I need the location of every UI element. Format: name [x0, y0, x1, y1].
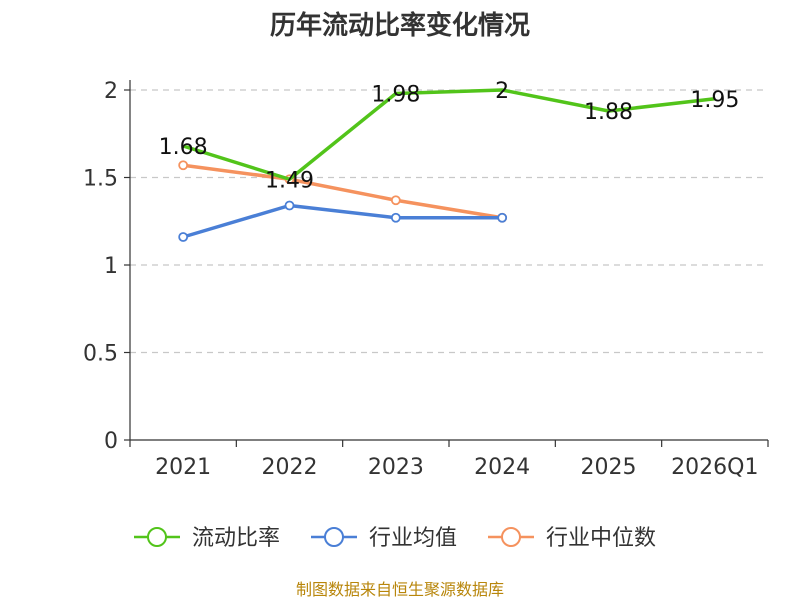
legend-label: 行业均值	[369, 526, 457, 551]
data-label: 1.98	[371, 83, 420, 108]
data-labels: 1.68 1.49 1.98 2 1.88 1.95	[159, 79, 740, 193]
legend-item[interactable]: 流动比率	[134, 526, 280, 551]
data-point[interactable]	[284, 200, 295, 211]
x-tick-label: 2024	[474, 455, 530, 480]
data-point[interactable]	[178, 232, 189, 242]
legend-label: 行业中位数	[546, 526, 656, 551]
x-tick-label: 2022	[262, 455, 318, 480]
source-note: 制图数据来自恒生聚源数据库	[296, 580, 504, 599]
data-label: 2	[495, 79, 509, 104]
y-tick-label: 2	[104, 79, 118, 104]
chart-title: 历年流动比率变化情况	[270, 10, 530, 41]
legend-marker	[324, 527, 344, 547]
x-tick-label: 2025	[581, 455, 637, 480]
legend-marker	[501, 527, 521, 547]
data-label: 1.49	[265, 168, 314, 193]
series-layer	[178, 88, 716, 242]
grid	[130, 89, 768, 354]
legend-marker	[147, 527, 167, 547]
axes: 0 0.5 1 1.5 2 2021 2022 2023 2024 2025 2026Q1	[83, 79, 769, 480]
legend-label: 流动比率	[192, 526, 280, 551]
data-point[interactable]	[178, 160, 189, 171]
y-tick-label: 0.5	[83, 342, 118, 367]
y-tick-label: 0	[104, 429, 118, 454]
data-label: 1.68	[159, 135, 208, 160]
data-point[interactable]	[390, 212, 401, 223]
legend-item[interactable]: 行业中位数	[488, 526, 656, 551]
series-line	[182, 88, 716, 181]
x-tick-label: 2026Q1	[671, 455, 758, 480]
y-tick-label: 1	[104, 254, 118, 279]
legend[interactable]: 流动比率 行业均值 行业中位数	[134, 526, 656, 551]
data-point[interactable]	[390, 195, 401, 206]
series-line	[182, 203, 503, 239]
data-label: 1.95	[690, 88, 739, 113]
data-label: 1.88	[584, 100, 633, 125]
y-tick-label: 1.5	[83, 167, 118, 192]
x-tick-label: 2021	[155, 455, 211, 480]
legend-item[interactable]: 行业均值	[311, 526, 457, 551]
data-point[interactable]	[497, 212, 508, 223]
x-tick-label: 2023	[368, 455, 424, 480]
series-line	[182, 163, 503, 220]
